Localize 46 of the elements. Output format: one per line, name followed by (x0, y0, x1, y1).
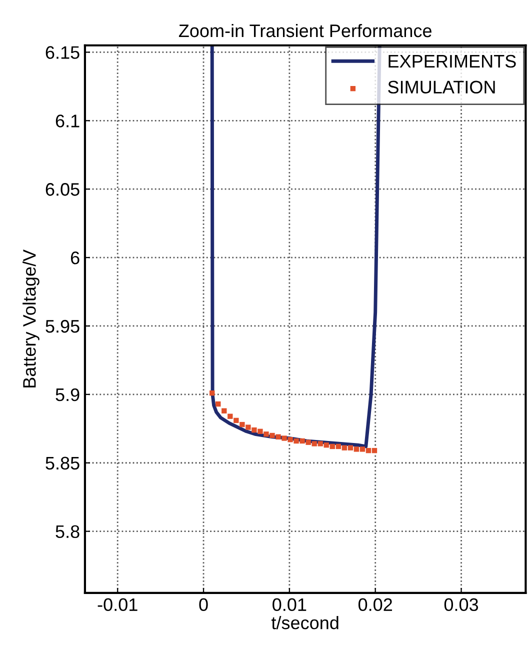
x-axis-title: t/second (271, 616, 338, 630)
point (234, 418, 239, 424)
point (330, 444, 335, 450)
x-tick-label: 0 (199, 598, 208, 612)
y-tick-label: 5.95 (46, 320, 80, 333)
point (348, 445, 354, 450)
y-tick-label: 5.9 (56, 388, 80, 402)
point (216, 401, 221, 407)
point (282, 436, 287, 441)
x-tick-label: -0.01 (98, 598, 138, 612)
point (324, 442, 329, 448)
point (354, 446, 360, 452)
y-tick-label: 6.15 (46, 46, 80, 59)
point (366, 448, 372, 454)
chart-title: Zoom-in Transient Performance (178, 24, 432, 38)
point (258, 428, 263, 434)
point (270, 432, 275, 438)
point (246, 424, 251, 430)
y-tick-label: 5.8 (56, 525, 80, 538)
point (210, 390, 215, 396)
point (360, 446, 366, 452)
point (312, 441, 317, 446)
point (372, 448, 378, 454)
legend-label: EXPERIMENTS (388, 54, 516, 68)
point (240, 422, 245, 428)
legend-label: SIMULATION (388, 80, 495, 94)
y-tick-label: 6.1 (56, 114, 80, 128)
point (318, 441, 323, 446)
point (276, 434, 281, 440)
point (336, 444, 341, 450)
point (288, 437, 293, 442)
y-tick-label: 6 (70, 251, 80, 264)
point (252, 427, 257, 433)
point (222, 408, 227, 414)
x-tick-label: 0.01 (272, 598, 306, 612)
y-tick-label: 6.05 (46, 183, 80, 196)
y-tick-label: 5.85 (46, 456, 80, 470)
point (342, 445, 348, 450)
x-tick-label: 0.03 (444, 598, 478, 612)
point (306, 440, 311, 445)
point (228, 414, 233, 419)
point (294, 438, 299, 444)
point (264, 432, 269, 437)
y-axis-title: Battery Voltage/V (22, 249, 40, 388)
x-tick-label: 0.02 (358, 598, 392, 612)
point (300, 438, 305, 444)
